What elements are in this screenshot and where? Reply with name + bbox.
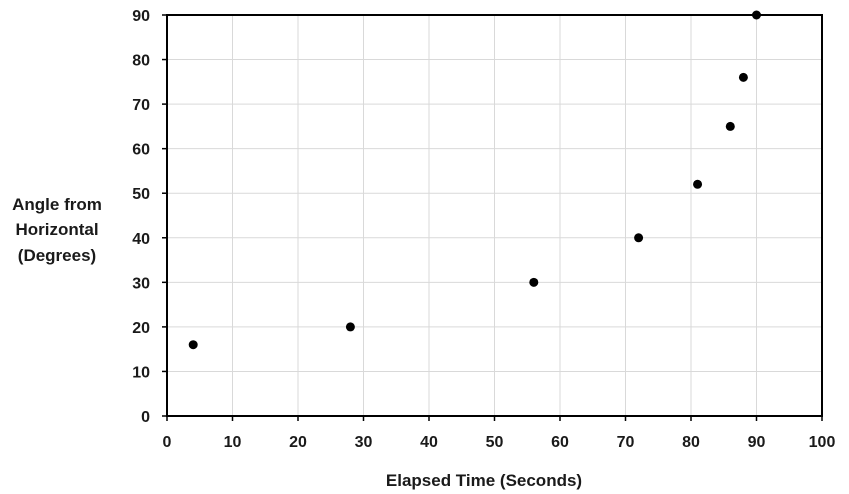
y-tick-label: 20 <box>132 320 150 337</box>
data-point <box>693 179 703 189</box>
data-point <box>345 322 355 332</box>
data-points <box>188 10 761 350</box>
y-tick-label: 60 <box>132 142 150 159</box>
y-axis-title-line-1: Angle from <box>12 195 102 214</box>
y-axis-title-line-2: Horizontal <box>15 220 98 239</box>
y-axis-tick-labels: 0 10 20 30 40 50 60 70 80 90 <box>132 8 150 426</box>
data-point <box>725 121 735 131</box>
y-axis-title: Angle from Horizontal (Degrees) <box>12 195 102 265</box>
x-tick-label: 70 <box>617 434 635 451</box>
data-point <box>634 233 644 243</box>
y-axis-title-line-3: (Degrees) <box>18 246 96 265</box>
x-tick-label: 90 <box>748 434 766 451</box>
x-axis-tick-labels: 0 10 20 30 40 50 60 70 80 90 100 <box>163 434 836 451</box>
data-point <box>188 340 198 350</box>
x-tick-label: 30 <box>355 434 373 451</box>
y-tick-label: 10 <box>132 364 150 381</box>
y-tick-label: 40 <box>132 231 150 248</box>
y-tick-label: 30 <box>132 275 150 292</box>
grid <box>167 15 822 416</box>
y-tick-label: 80 <box>132 53 150 70</box>
x-tick-label: 100 <box>809 434 836 451</box>
x-tick-label: 60 <box>551 434 569 451</box>
data-point <box>738 72 748 82</box>
x-tick-label: 50 <box>486 434 504 451</box>
y-tick-label: 50 <box>132 186 150 203</box>
x-tick-label: 40 <box>420 434 438 451</box>
y-tick-label: 70 <box>132 97 150 114</box>
x-tick-label: 0 <box>163 434 172 451</box>
data-point <box>529 277 539 287</box>
x-tick-label: 20 <box>289 434 307 451</box>
x-tick-label: 80 <box>682 434 700 451</box>
data-point <box>752 10 761 20</box>
x-axis-title: Elapsed Time (Seconds) <box>386 471 582 490</box>
x-tick-label: 10 <box>224 434 242 451</box>
y-tick-label: 0 <box>141 409 150 426</box>
y-tick-label: 90 <box>132 8 150 25</box>
axis-ticks <box>162 14 823 421</box>
